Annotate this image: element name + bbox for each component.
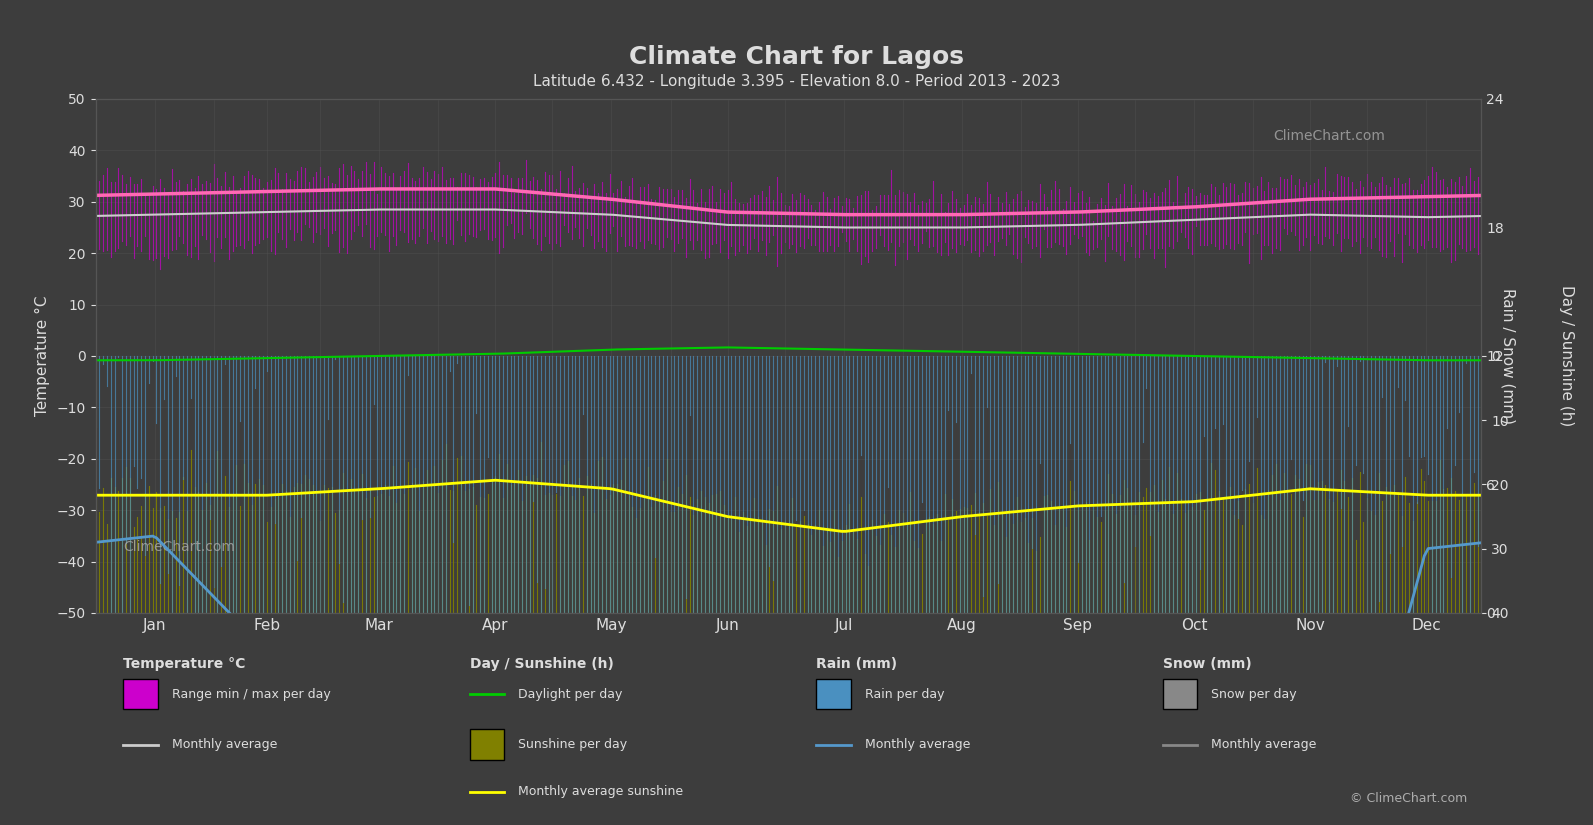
Text: Day / Sunshine (h): Day / Sunshine (h) [470,657,613,671]
FancyBboxPatch shape [816,679,851,709]
Text: Daylight per day: Daylight per day [518,687,623,700]
Text: Snow (mm): Snow (mm) [1163,657,1252,671]
Text: ClimeChart.com: ClimeChart.com [123,540,236,554]
Text: Snow per day: Snow per day [1211,687,1297,700]
Text: Monthly average: Monthly average [172,738,277,751]
Text: Rain per day: Rain per day [865,687,945,700]
FancyBboxPatch shape [1163,679,1198,709]
Text: Latitude 6.432 - Longitude 3.395 - Elevation 8.0 - Period 2013 - 2023: Latitude 6.432 - Longitude 3.395 - Eleva… [532,74,1061,89]
Y-axis label: Day / Sunshine (h): Day / Sunshine (h) [1558,285,1574,427]
Text: Climate Chart for Lagos: Climate Chart for Lagos [629,45,964,69]
FancyBboxPatch shape [470,729,505,760]
FancyBboxPatch shape [123,679,158,709]
Text: ClimeChart.com: ClimeChart.com [1274,130,1386,143]
Text: Temperature °C: Temperature °C [123,657,245,671]
Y-axis label: Rain / Snow (mm): Rain / Snow (mm) [1501,288,1517,424]
Text: Sunshine per day: Sunshine per day [518,738,628,751]
Text: Monthly average sunshine: Monthly average sunshine [518,785,683,798]
Text: Monthly average: Monthly average [865,738,970,751]
Text: Monthly average: Monthly average [1211,738,1316,751]
Y-axis label: Temperature °C: Temperature °C [35,295,49,417]
Text: Rain (mm): Rain (mm) [816,657,897,671]
Text: Range min / max per day: Range min / max per day [172,687,331,700]
Text: © ClimeChart.com: © ClimeChart.com [1351,792,1467,805]
